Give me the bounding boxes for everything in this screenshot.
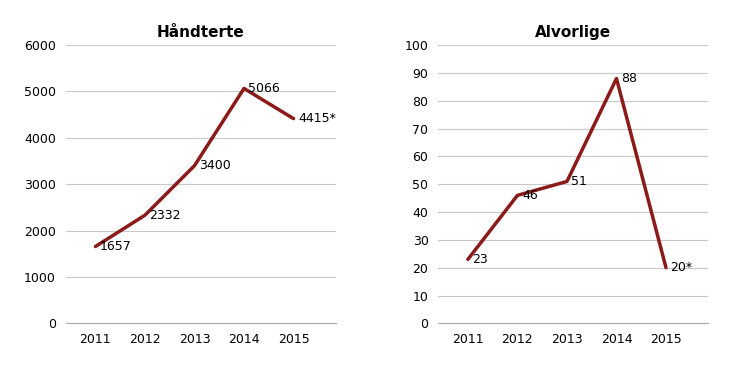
- Text: 5066: 5066: [248, 82, 280, 95]
- Text: 4415*: 4415*: [298, 112, 336, 125]
- Title: Alvorlige: Alvorlige: [535, 25, 611, 40]
- Text: 46: 46: [522, 189, 537, 202]
- Text: 2332: 2332: [150, 209, 181, 222]
- Text: 51: 51: [572, 175, 587, 188]
- Text: 88: 88: [621, 72, 637, 85]
- Text: 3400: 3400: [199, 159, 231, 172]
- Title: Håndterte: Håndterte: [157, 25, 245, 40]
- Text: 1657: 1657: [100, 240, 131, 253]
- Text: 20*: 20*: [670, 261, 693, 274]
- Text: 23: 23: [472, 253, 488, 266]
